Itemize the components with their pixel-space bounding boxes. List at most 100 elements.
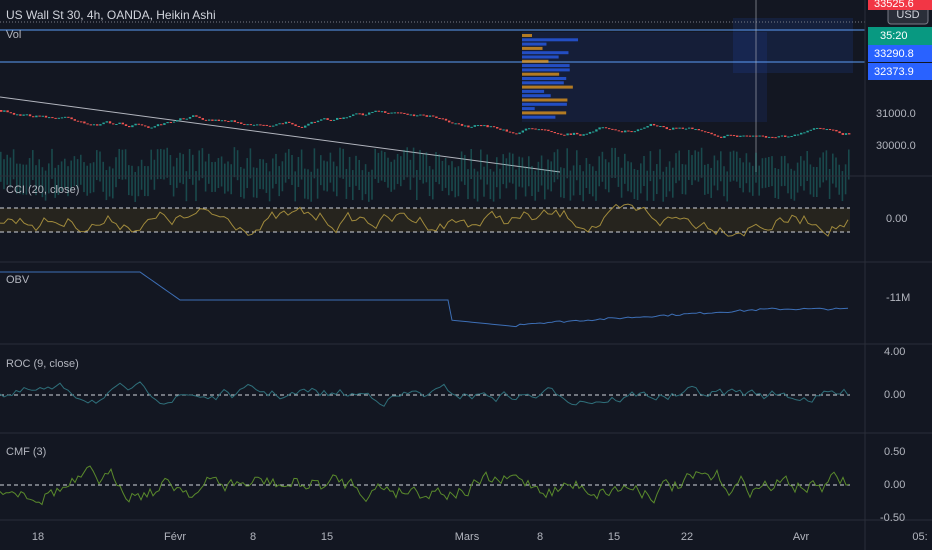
candle	[515, 133, 518, 135]
time-label: 15	[608, 531, 620, 543]
volume-bar	[368, 171, 370, 202]
volume-bar	[166, 147, 168, 178]
time-label: 22	[681, 531, 693, 543]
volume-bar	[25, 164, 28, 195]
candle	[700, 130, 704, 132]
candle	[604, 127, 608, 129]
candle	[86, 123, 89, 125]
candle	[752, 135, 755, 137]
candle	[428, 115, 432, 117]
candle	[275, 124, 278, 126]
candle	[332, 119, 336, 121]
profile-bar	[522, 81, 564, 85]
volume-bar	[464, 154, 466, 185]
volume-bar	[348, 156, 351, 187]
profile-bar	[522, 46, 543, 50]
volume-bar	[556, 149, 559, 180]
obv-line	[0, 271, 849, 328]
candle	[121, 122, 124, 125]
profile-bar	[522, 77, 567, 80]
volume-bar	[656, 164, 658, 195]
volume-bar	[508, 152, 511, 183]
volume-bar	[784, 155, 786, 186]
candle	[48, 117, 51, 119]
candle	[192, 115, 195, 117]
candle	[262, 124, 265, 126]
candle	[454, 123, 457, 125]
candle	[144, 125, 147, 127]
volume-bar	[131, 165, 133, 196]
volume-bar	[211, 162, 213, 193]
profile-bar	[522, 107, 535, 111]
volume-bar	[588, 163, 591, 194]
candle	[288, 121, 291, 123]
volume-label: Vol	[6, 29, 21, 41]
candle	[80, 121, 83, 123]
volume-bar	[246, 158, 248, 189]
volume-bar	[537, 161, 540, 192]
candle	[118, 122, 121, 124]
candle	[272, 125, 275, 127]
profile-bar	[522, 111, 567, 115]
candle	[668, 129, 672, 131]
volume-bar	[409, 159, 412, 190]
volume-bar	[150, 149, 152, 180]
candle	[134, 123, 137, 126]
volume-bar	[96, 150, 98, 181]
volume-bar	[172, 166, 175, 197]
candle	[476, 125, 480, 127]
candle	[790, 136, 793, 138]
currency[interactable]: USD	[896, 9, 919, 21]
candle	[729, 134, 732, 136]
candle	[185, 118, 188, 120]
candle	[163, 123, 166, 125]
candle	[259, 124, 262, 126]
candle	[294, 124, 297, 127]
candle	[329, 119, 332, 121]
candle	[156, 124, 160, 127]
candle	[540, 129, 544, 131]
candle	[236, 122, 240, 124]
volume-bar	[300, 149, 303, 180]
volume-bar	[156, 149, 159, 180]
candle	[601, 127, 604, 129]
candle	[816, 127, 819, 129]
candle	[198, 116, 201, 119]
volume-bar	[28, 158, 31, 189]
volume-bar	[566, 148, 568, 179]
volume-bar	[780, 156, 783, 187]
volume-bar	[422, 153, 424, 184]
candle	[713, 134, 716, 136]
volume-bar	[492, 171, 495, 202]
volume-bar	[355, 155, 357, 186]
candle	[774, 137, 777, 139]
candle	[256, 124, 259, 126]
volume-bar	[291, 154, 293, 185]
volume-bar	[240, 167, 242, 198]
volume-bar	[512, 153, 514, 184]
volume-bar	[57, 164, 60, 195]
candle	[89, 124, 92, 126]
volume-bar	[16, 163, 18, 194]
volume-bar	[342, 148, 344, 179]
candle	[54, 117, 57, 119]
volume-bar	[572, 165, 575, 196]
volume-bar	[816, 167, 818, 198]
candle	[524, 128, 528, 131]
volume-bar	[198, 150, 200, 181]
candle	[284, 121, 288, 124]
volume-bar	[35, 165, 37, 196]
volume-bar	[243, 168, 245, 199]
candle	[614, 129, 617, 131]
volume-bar	[80, 154, 82, 185]
profile-bar	[522, 85, 573, 89]
volume-bar	[12, 149, 15, 180]
candle	[249, 124, 252, 126]
candle	[441, 118, 444, 120]
candle	[780, 135, 784, 137]
time-label: Févr	[164, 531, 186, 543]
candle	[307, 123, 310, 126]
volume-bar	[102, 161, 104, 192]
candle	[768, 136, 771, 138]
candle	[105, 121, 108, 123]
